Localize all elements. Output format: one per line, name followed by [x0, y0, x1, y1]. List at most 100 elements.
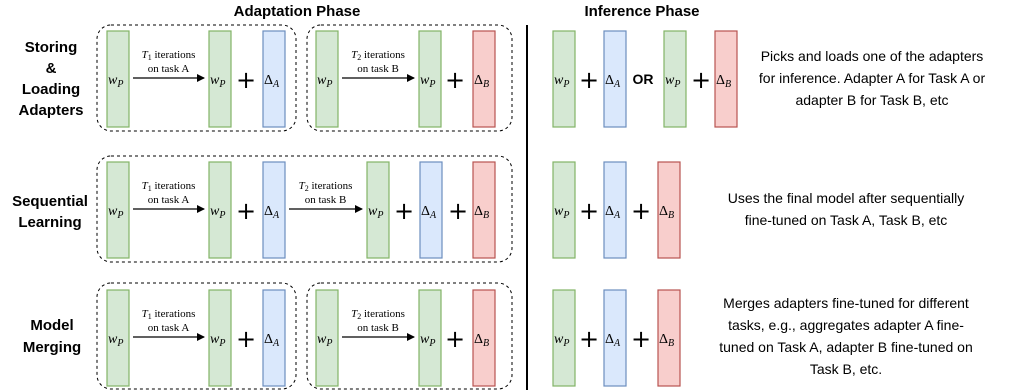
row3-a-base-weight	[106, 289, 130, 387]
row2-delta-a	[262, 161, 286, 259]
inf2-delta-b-label: ΔB	[659, 204, 674, 221]
row3-a-base-weight-label: wP	[108, 332, 123, 349]
description-line: tasks, e.g., aggregates adapter A fine-	[728, 317, 964, 333]
row3-b-base-weight	[315, 289, 339, 387]
inf1-weight-b-label: wP	[665, 73, 680, 90]
inf2-delta-b	[657, 161, 681, 259]
row1-a-task-label: on task A	[148, 63, 190, 75]
inference-phase-header: Inference Phase	[584, 3, 699, 20]
row-label-line: Loading	[22, 81, 80, 98]
row-label-line: Adapters	[18, 102, 83, 119]
row1-b-result-weight-label: wP	[420, 73, 435, 90]
row-label-sequential: Sequential Learning	[12, 193, 88, 231]
description-line: for inference. Adapter A for Task A or	[759, 70, 986, 86]
row1-b-base-weight-label: wP	[317, 73, 332, 90]
row2-mid-weight-label: wP	[210, 204, 225, 221]
description-line: fine-tuned on Task A, Task B, etc	[745, 212, 948, 228]
row3-b-plus: +	[445, 325, 465, 353]
inf3-weight	[552, 289, 576, 387]
merging-task-b-group	[306, 282, 513, 390]
inf2-delta-a-label: ΔA	[605, 204, 621, 221]
inf2-weight	[552, 161, 576, 259]
row1-a-iterations-label: T1 iterations	[142, 49, 196, 62]
row3-a-task-label: on task A	[148, 322, 190, 334]
row1-a-result-weight	[208, 30, 232, 128]
row-label-line: Merging	[23, 339, 81, 356]
row1-b-delta-label: ΔB	[474, 73, 489, 90]
row1-b-base-weight	[315, 30, 339, 128]
inf2-weight-label: wP	[554, 204, 569, 221]
row3-a-plus: +	[236, 325, 256, 353]
row-label-line: &	[46, 60, 57, 77]
inf1-weight-a	[552, 30, 576, 128]
row3-b-iterations-label: T2 iterations	[351, 308, 405, 321]
row2-plus-3: +	[448, 197, 468, 225]
inf1-weight-b	[663, 30, 687, 128]
inf1-delta-a-label: ΔA	[605, 73, 621, 90]
description-line: Task B, etc.	[810, 361, 882, 377]
row1-a-result-weight-label: wP	[210, 73, 225, 90]
row2-a-task-label: on task A	[148, 194, 190, 206]
inf1-delta-b-label: ΔB	[716, 73, 731, 90]
inf3-delta-a-label: ΔA	[605, 332, 621, 349]
row3-a-result-weight	[208, 289, 232, 387]
description-line: Merges adapters fine-tuned for different	[723, 295, 969, 311]
row2-mid-weight	[208, 161, 232, 259]
inf1-plus-b: +	[691, 66, 711, 94]
row1-a-delta	[262, 30, 286, 128]
row3-b-result-weight	[418, 289, 442, 387]
storing-task-a-group	[96, 24, 297, 132]
row-label-storing: Storing & Loading Adapters	[18, 39, 83, 119]
row-label-line: Model	[30, 317, 73, 334]
row2-delta-a-label: ΔA	[264, 204, 280, 221]
row1-b-task-label: on task B	[357, 63, 399, 75]
inf1-weight-a-label: wP	[554, 73, 569, 90]
row2-delta-b-label: ΔB	[474, 204, 489, 221]
inf1-delta-b	[714, 30, 738, 128]
inf2-plus-1: +	[579, 197, 599, 225]
row-label-line: Learning	[18, 214, 81, 231]
inf2-delta-a	[603, 161, 627, 259]
row3-a-iterations-label: T1 iterations	[142, 308, 196, 321]
row2-delta-a2	[419, 161, 443, 259]
row-label-line: Storing	[25, 39, 78, 56]
inf1-delta-a	[603, 30, 627, 128]
row3-b-result-weight-label: wP	[420, 332, 435, 349]
description-line: tuned on Task A, adapter B fine-tuned on	[719, 339, 972, 355]
inf3-delta-b-label: ΔB	[659, 332, 674, 349]
row1-a-delta-label: ΔA	[264, 73, 280, 90]
inf3-delta-a	[603, 289, 627, 387]
row3-b-delta	[472, 289, 496, 387]
row2-b-iterations-label: T2 iterations	[299, 180, 353, 193]
row3-b-base-weight-label: wP	[317, 332, 332, 349]
row2-base-weight	[106, 161, 130, 259]
inf3-weight-label: wP	[554, 332, 569, 349]
row3-a-delta	[262, 289, 286, 387]
row2-a-iterations-label: T1 iterations	[142, 180, 196, 193]
row1-a-base-weight-label: wP	[108, 73, 123, 90]
row3-a-delta-label: ΔA	[264, 332, 280, 349]
sequential-group	[96, 155, 513, 263]
row2-plus-2: +	[394, 197, 414, 225]
row1-b-result-weight	[418, 30, 442, 128]
row1-a-plus: +	[236, 66, 256, 94]
row1-b-iterations-label: T2 iterations	[351, 49, 405, 62]
row2-plus-1: +	[236, 197, 256, 225]
or-label: OR	[633, 71, 654, 87]
inf3-plus-1: +	[579, 325, 599, 353]
inf3-plus-2: +	[631, 325, 651, 353]
merging-task-a-group	[96, 282, 297, 390]
row3-b-task-label: on task B	[357, 322, 399, 334]
row2-b-task-label: on task B	[305, 194, 347, 206]
adaptation-phase-header: Adaptation Phase	[234, 3, 361, 20]
description-storing: Picks and loads one of the adapters for …	[759, 48, 986, 108]
row2-final-weight	[366, 161, 390, 259]
row1-b-delta	[472, 30, 496, 128]
row1-b-plus: +	[445, 66, 465, 94]
description-line: adapter B for Task B, etc	[795, 92, 948, 108]
inf2-plus-2: +	[631, 197, 651, 225]
row2-final-weight-label: wP	[368, 204, 383, 221]
description-sequential: Uses the final model after sequentially …	[728, 190, 965, 228]
